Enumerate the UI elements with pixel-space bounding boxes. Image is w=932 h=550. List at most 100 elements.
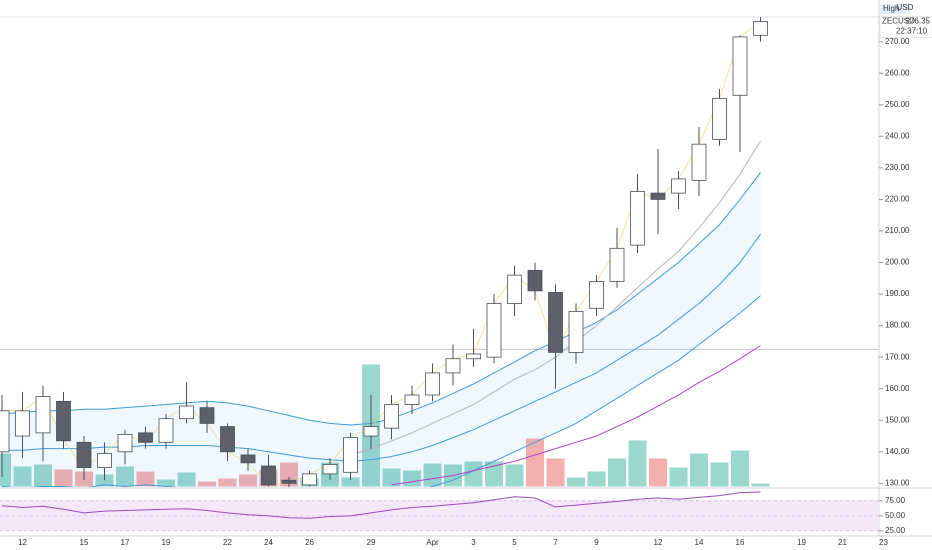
candle-body xyxy=(35,396,51,434)
countdown: 22:37:10 xyxy=(896,27,928,36)
candle-body xyxy=(240,454,256,464)
bollinger-lower xyxy=(1,295,761,487)
candle-body xyxy=(445,358,461,374)
volume-bar xyxy=(382,468,401,487)
volume-bar xyxy=(751,483,770,487)
candle-body xyxy=(568,311,584,353)
y-tick-label: 150.00 xyxy=(885,415,910,424)
volume-bar xyxy=(177,472,196,487)
candle-body xyxy=(630,191,645,246)
x-tick-label: 3 xyxy=(471,538,476,547)
volume-bar xyxy=(546,458,565,487)
candle-body xyxy=(486,303,502,358)
price-tag xyxy=(879,16,932,38)
candle-body xyxy=(548,292,563,353)
y-tick-label: 190.00 xyxy=(885,289,910,298)
volume-bar xyxy=(649,458,667,487)
x-tick-label: 22 xyxy=(223,538,232,547)
x-tick-label: 26 xyxy=(305,538,314,547)
candle-body xyxy=(732,36,748,96)
rsi-tick-label: 25.00 xyxy=(885,526,906,535)
candle-body xyxy=(404,394,420,405)
y-tick-label: 240.00 xyxy=(885,131,910,140)
rsi-tick-label: 50.00 xyxy=(885,511,906,520)
x-tick-label: 19 xyxy=(162,538,171,547)
x-tick-label: 7 xyxy=(553,538,558,547)
last-price: 276.35 xyxy=(906,17,931,26)
candle-body xyxy=(76,441,92,468)
candle-body xyxy=(220,426,235,453)
candle-body xyxy=(466,353,481,360)
volume-bar xyxy=(218,478,237,487)
y-tick-label: 140.00 xyxy=(885,447,910,456)
x-tick-label: 15 xyxy=(80,538,89,547)
candle-body xyxy=(281,479,297,484)
x-tick-label: 9 xyxy=(594,538,599,547)
volume-bar xyxy=(731,450,749,487)
rsi-line xyxy=(1,491,761,519)
candle-body xyxy=(507,274,522,304)
volume-bar xyxy=(567,477,585,487)
x-tick-label: 23 xyxy=(879,538,888,547)
candle-body xyxy=(589,281,604,309)
y-tick-label: 260.00 xyxy=(885,68,910,77)
x-tick-label: 16 xyxy=(736,538,745,547)
x-tick-label: 12 xyxy=(18,538,27,547)
volume-bar xyxy=(485,461,503,487)
volume-bar xyxy=(136,471,155,487)
x-tick-label: 5 xyxy=(512,538,517,547)
high-label: High xyxy=(883,4,899,13)
candle-body xyxy=(179,405,194,420)
candle-body xyxy=(527,269,543,292)
x-tick-label: 17 xyxy=(121,538,130,547)
volume-bar xyxy=(54,469,73,487)
x-tick-label: 24 xyxy=(264,538,273,547)
volume-bar xyxy=(505,464,524,487)
volume-bar xyxy=(34,464,52,487)
candle-body xyxy=(199,407,215,424)
candle-body xyxy=(753,21,768,36)
candle-body xyxy=(384,404,399,429)
x-tick-label: 12 xyxy=(654,538,663,547)
volume-bar xyxy=(198,481,216,487)
y-tick-label: 270.00 xyxy=(885,37,910,46)
candle-body xyxy=(425,372,440,396)
candle-body xyxy=(609,247,625,282)
y-tick-label: 200.00 xyxy=(885,258,910,267)
volume-bar xyxy=(669,467,688,487)
volume-bar xyxy=(116,466,134,487)
y-tick-label: 230.00 xyxy=(885,163,910,172)
candle-body xyxy=(261,465,276,486)
candle-body xyxy=(138,432,153,443)
volume-bar xyxy=(95,474,114,487)
candle-body xyxy=(671,178,686,194)
volume-bar xyxy=(710,462,729,487)
volume-bar xyxy=(526,438,544,487)
currency: USD xyxy=(897,3,914,12)
bollinger-upper xyxy=(1,172,761,426)
y-tick-label: 210.00 xyxy=(885,226,910,235)
candle-body xyxy=(56,400,71,442)
volume-bar xyxy=(423,463,442,487)
candle-body xyxy=(158,418,174,443)
candle-body xyxy=(712,98,727,140)
price-pane xyxy=(0,17,879,487)
axes: 130.00 140.00 150.00 160.00 170.00 180.00 190.… xyxy=(18,4,932,547)
volume-bar xyxy=(628,440,647,487)
candle-body xyxy=(691,143,707,181)
rsi-band xyxy=(0,500,879,531)
y-tick-label: 220.00 xyxy=(885,195,910,204)
y-tick-label: 180.00 xyxy=(885,321,910,330)
volume-bar xyxy=(341,477,360,487)
candle-body xyxy=(15,410,30,437)
x-tick-label: 14 xyxy=(695,538,704,547)
volume-bar xyxy=(464,461,483,487)
volume-bar xyxy=(587,471,606,487)
candle-body xyxy=(302,473,317,486)
volume-bar xyxy=(157,479,175,487)
candle-body xyxy=(322,464,338,475)
y-tick-label: 130.00 xyxy=(885,478,910,487)
symbol-label: ZECUSD xyxy=(882,17,915,26)
